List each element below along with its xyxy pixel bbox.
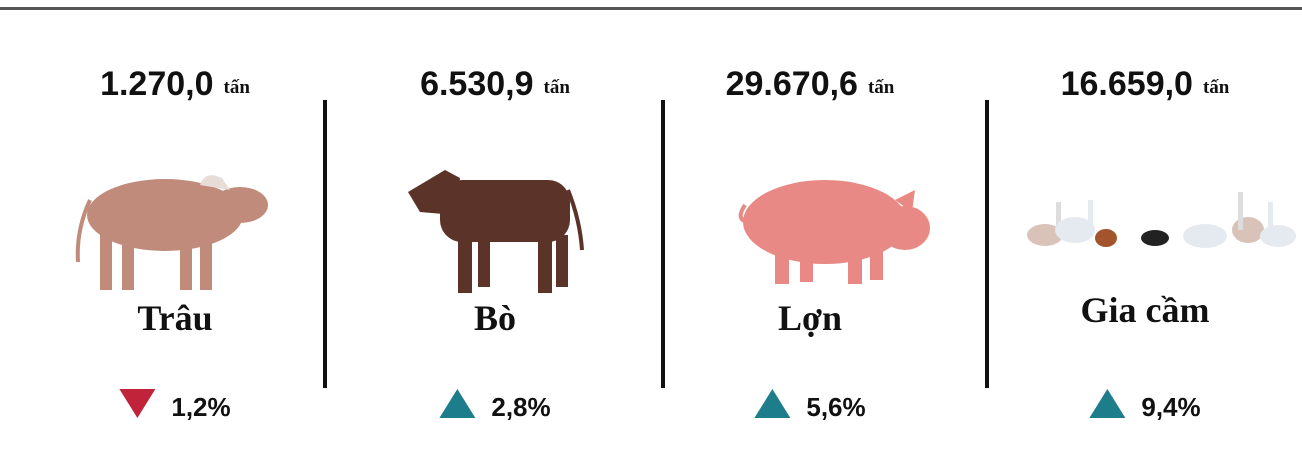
unit: tấn	[1203, 77, 1230, 98]
change: 9,4%	[1141, 392, 1200, 422]
amount: 16.659,0	[1061, 65, 1193, 103]
trend-arrow	[439, 389, 476, 418]
change: 1,2%	[171, 392, 230, 422]
top-rule	[0, 7, 1302, 10]
trend-arrow	[1089, 389, 1126, 418]
unit: tấn	[868, 77, 895, 98]
amount: 1.270,0	[100, 65, 213, 103]
amount: 6.530,9	[420, 65, 533, 103]
trend-arrow	[754, 389, 791, 418]
divider	[985, 100, 989, 388]
amount: 29.670,6	[726, 65, 858, 103]
animal-name: Gia cầm	[1081, 290, 1210, 330]
animal-name: Lợn	[778, 298, 842, 338]
pig-illustration	[738, 180, 930, 284]
trend-arrow	[119, 389, 156, 418]
unit: tấn	[224, 77, 251, 98]
unit: tấn	[544, 77, 571, 98]
cow-illustration	[408, 170, 584, 293]
change: 5,6%	[806, 392, 865, 422]
poultry-illustration	[1027, 192, 1296, 248]
animal-name: Trâu	[137, 298, 212, 338]
divider	[661, 100, 665, 388]
change: 2,8%	[491, 392, 550, 422]
buffalo-illustration	[75, 175, 268, 290]
animal-name: Bò	[474, 298, 516, 338]
divider	[323, 100, 327, 388]
